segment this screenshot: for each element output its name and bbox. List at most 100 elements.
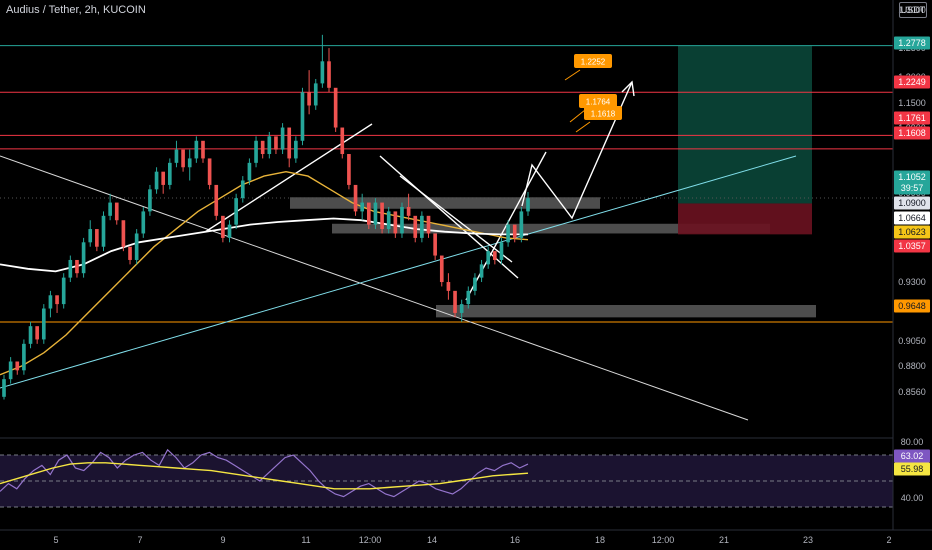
candles-layer [2,34,530,400]
candle-body [327,61,331,88]
projection-path [521,81,633,220]
price-badge-label: 1.1608 [898,128,926,138]
time-tick-label: 14 [427,535,437,545]
moving-average-long [0,217,528,273]
rsi-badge [894,462,930,476]
candle-body [493,251,497,260]
candle-body [234,198,238,225]
candle-body [41,308,46,340]
candle-body [174,149,179,163]
rsi-tick-label: 40.00 [901,493,924,503]
candle-body [287,127,292,159]
price-badge-label: 1.2778 [898,38,926,48]
candle-body [413,215,418,238]
time-tick-label: 2 [886,535,891,545]
candle-body [221,215,225,238]
callout-label: 1.2252 [581,58,606,67]
rsi-badge [894,449,930,463]
candle-body [128,246,132,260]
time-axis[interactable]: 5 7 9 11 12:00 14 16 18 12:00 21 23 2 [0,529,932,545]
time-tick-label: 16 [510,535,520,545]
currency-button[interactable]: USDT [899,2,927,18]
candle-body [466,290,471,305]
candle-body [320,61,325,84]
candle-body [68,259,73,278]
candle-body [187,158,192,168]
candle-body [161,171,166,185]
pattern-line [465,151,547,301]
candle-body [194,140,199,159]
zones-layer [290,45,816,318]
candle-body [506,224,510,243]
price-badge [894,299,930,313]
candle-body [61,277,66,305]
stop-loss-zone [678,203,812,235]
candle-body [486,251,491,265]
time-tick-label: 9 [220,535,225,545]
candle-body [254,140,258,163]
candle-body [274,136,278,150]
candle-body [294,140,298,159]
candle-body [48,295,53,309]
candle-body [121,220,126,247]
candle-body [55,295,59,305]
price-tick-label: 1.3000 [898,5,926,15]
price-badge-label: 1.2249 [898,77,926,87]
projection-arrowhead [621,80,635,97]
candle-body [453,290,457,313]
price-tick-label: 1.1500 [898,98,926,108]
countdown-label: 39:57 [901,183,924,193]
candle-body [267,136,272,155]
candle-body [479,264,484,278]
price-badge-label: 1.0664 [898,213,926,223]
price-zone [332,223,770,234]
candle-body [134,233,139,260]
price-badge [894,196,930,210]
candle-body [347,154,351,185]
time-tick-label: 18 [595,535,605,545]
rsi-tick-label: 80.00 [901,437,924,447]
time-tick-label: 23 [803,535,813,545]
price-badge [894,75,930,89]
candle-body [426,215,431,234]
candle-body [227,224,232,238]
price-badge-label: 1.0357 [898,241,926,251]
candle-body [353,184,358,212]
callout-label: 1.1618 [591,110,616,119]
trendline [0,155,797,389]
callout-box [584,106,622,120]
candle-body [207,158,212,185]
time-tick-label: 12:00 [359,535,382,545]
candle-body [2,379,6,397]
price-badge-label: 1.0900 [898,198,926,208]
price-axis[interactable]: 1.30001.25001.20001.15001.09000.99000.93… [892,0,930,530]
candle-body [88,229,93,243]
candle-body [22,343,26,371]
trendline [0,155,749,421]
time-tick-label: 5 [53,535,58,545]
candle-body [499,242,504,260]
candle-body [148,189,152,212]
candle-body [280,127,285,150]
candle-body [114,202,119,221]
candle-body [333,87,338,128]
candle-body [35,326,39,340]
candle-body [108,202,112,216]
callout-box [579,94,617,108]
candle-body [15,361,20,371]
rsi-pane [0,437,893,508]
price-badge [894,36,930,50]
pattern-line [204,123,373,233]
candle-body [340,127,345,155]
rsi-badge-label: 63.02 [901,451,924,461]
candle-body [386,211,391,230]
candle-body [247,162,252,181]
callout-label: 1.1764 [586,98,611,107]
candle-body [313,83,318,106]
price-badge-label: 1.1052 [898,172,926,182]
candle-body [400,206,404,234]
candle-body [81,242,86,274]
candle-body [406,206,411,216]
candle-body [420,215,424,238]
